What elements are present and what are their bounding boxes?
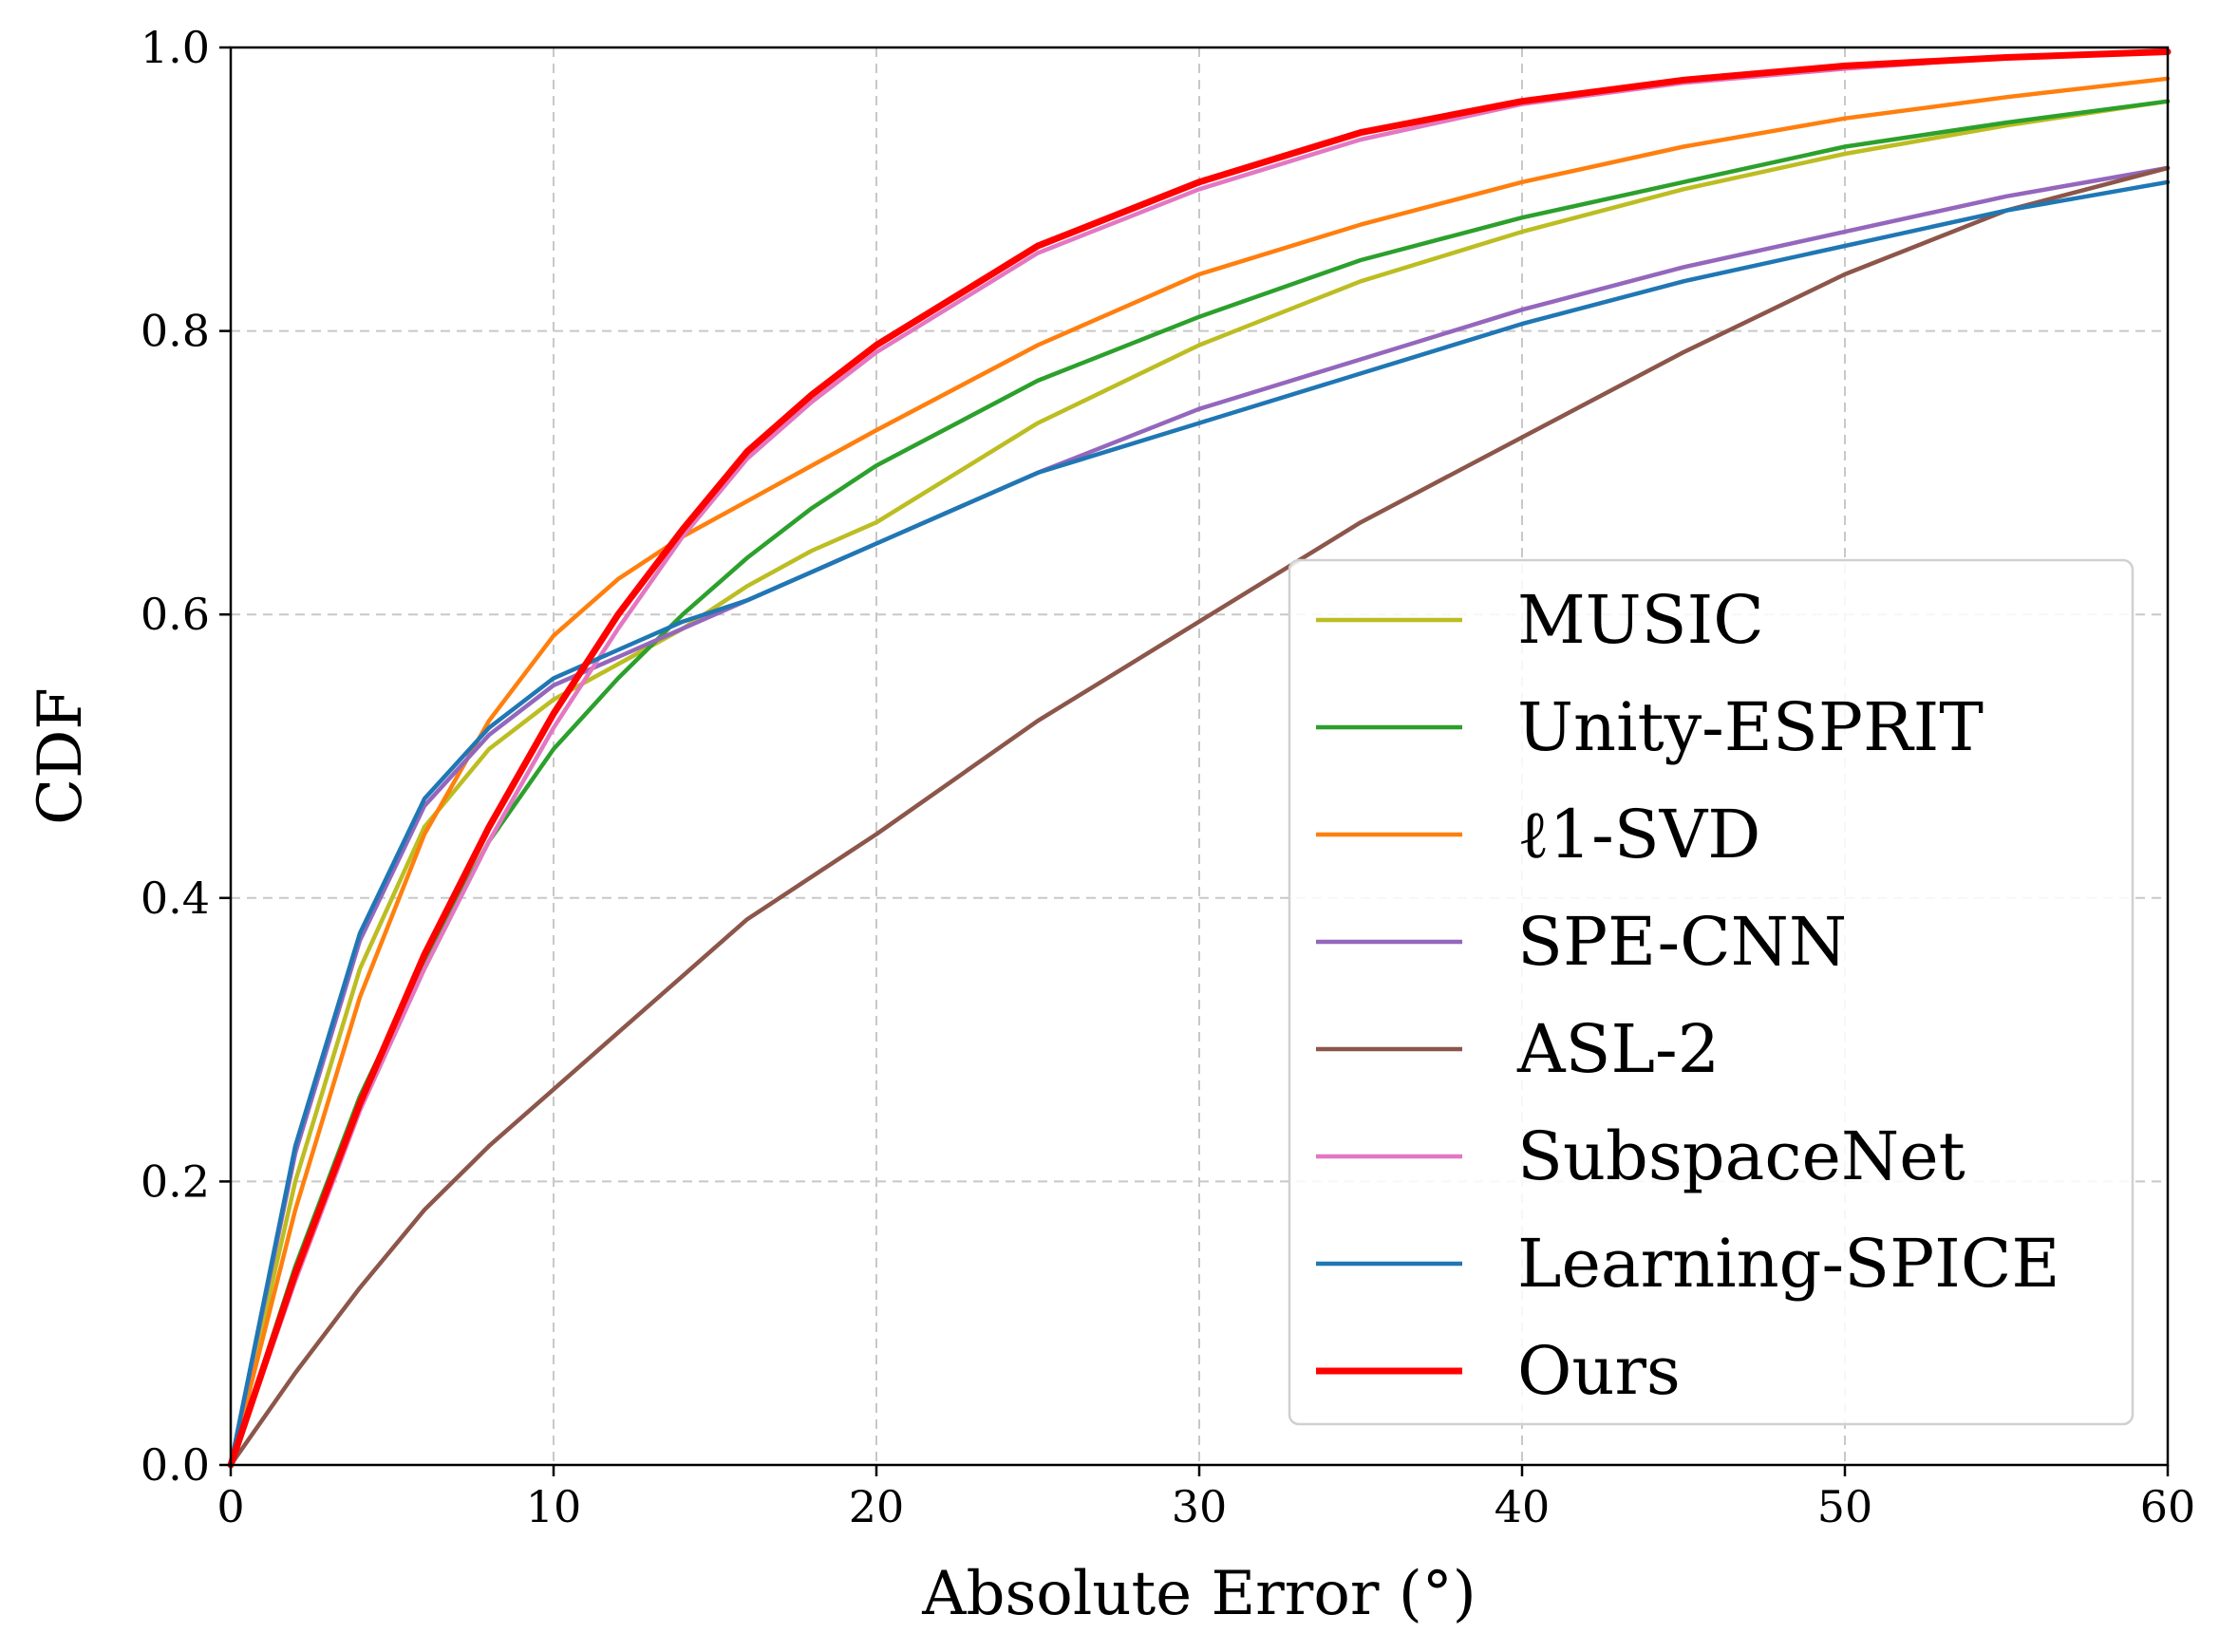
legend-label-spe-cnn: SPE-CNN (1517, 903, 1847, 981)
legend-label-unity-esprit: Unity-ESPRIT (1517, 688, 1984, 766)
y-tick-label: 0.2 (141, 1155, 210, 1207)
legend-label-asl-2: ASL-2 (1516, 1010, 1720, 1088)
series-line--1-svd (228, 76, 2171, 1468)
y-axis-label: CDF (26, 687, 96, 825)
legend-box (1288, 558, 2134, 1426)
y-tick-label: 0.0 (141, 1439, 210, 1491)
legend-label-music: MUSIC (1517, 581, 1764, 659)
legend-label--1-svd: ℓ1-SVD (1517, 796, 1760, 873)
series-line-asl-2 (228, 165, 2171, 1468)
x-tick-label: 30 (1172, 1481, 1228, 1532)
x-tick-label: 20 (849, 1481, 905, 1532)
x-tick-label: 60 (2140, 1481, 2196, 1532)
x-axis-label: Absolute Error (°) (921, 1559, 1476, 1629)
legend-label-learning-spice: Learning-SPICE (1517, 1225, 2059, 1303)
legend-label-ours: Ours (1517, 1332, 1681, 1410)
y-tick-label: 1.0 (141, 22, 210, 73)
series-line-learning-spice (228, 179, 2171, 1468)
y-tick-label: 0.6 (141, 589, 210, 640)
series-line-music (228, 99, 2171, 1468)
x-tick-label: 50 (1817, 1481, 1873, 1532)
y-tick-label: 0.4 (141, 873, 210, 924)
axis-ticks: 0 10 20 30 40 50 60 0.0 0.2 0.4 0.6 0.8 1.0 (141, 22, 2195, 1532)
series-line-ours (227, 48, 2172, 1469)
x-tick-label: 40 (1495, 1481, 1551, 1532)
legend: MUSIC Unity-ESPRIT ℓ1-SVD SPE-CNN ASL-2 Subsp… (1288, 558, 2134, 1426)
legend-label-subspacenet: SubspaceNet (1517, 1117, 1965, 1195)
y-tick-label: 0.8 (141, 306, 210, 357)
series-lines (227, 48, 2172, 1469)
x-tick-label: 10 (526, 1481, 582, 1532)
x-tick-label: 0 (216, 1481, 244, 1532)
